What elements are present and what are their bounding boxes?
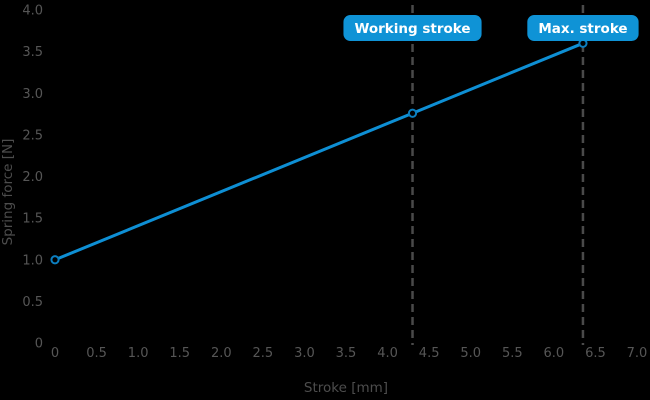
y-tick-label-0: 0	[35, 337, 43, 352]
x-axis-label: Stroke [mm]	[304, 380, 388, 396]
y-tick-label-1-5: 1.5	[22, 212, 43, 227]
x-tick-label-2-5: 2.5	[253, 346, 274, 361]
max-stroke-badge-box	[527, 15, 639, 41]
x-tick-label-7-0: 7.0	[627, 346, 648, 361]
spring-force-marker-0	[50, 255, 60, 265]
x-tick-label-3-5: 3.5	[336, 346, 357, 361]
x-tick-label-0: 0	[51, 346, 59, 361]
y-tick-label-0-5: 0.5	[22, 295, 43, 310]
working-stroke-badge: Working stroke	[343, 15, 482, 41]
y-axis-label: Spring force [N]	[0, 139, 16, 246]
working-stroke-badge-box	[343, 15, 482, 41]
y-tick-label-3-0: 3.0	[22, 87, 43, 102]
x-tick-label-4-5: 4.5	[419, 346, 440, 361]
x-axis-tick-labels: 0 0.5 1.0 1.5 2.0 2.5 3.0 3.5 4.0 4.5 5.0 5.5 6.0 6.5…	[51, 346, 647, 361]
x-tick-label-5-0: 5.0	[460, 346, 481, 361]
y-tick-label-2-5: 2.5	[22, 128, 43, 143]
x-tick-label-6-0: 6.0	[544, 346, 565, 361]
x-tick-label-3-0: 3.0	[294, 346, 315, 361]
max-stroke-badge: Max. stroke	[527, 15, 639, 41]
y-tick-label-2-0: 2.0	[22, 170, 43, 185]
chart-series	[50, 38, 588, 265]
working-stroke-badge-label: Working stroke	[354, 21, 470, 37]
x-tick-label-0-5: 0.5	[86, 346, 107, 361]
x-tick-label-4-0: 4.0	[377, 346, 398, 361]
spring-force-marker-1	[407, 108, 418, 118]
annotation-badges: Working stroke Max. stroke	[343, 15, 639, 41]
annotation-vlines	[411, 5, 585, 345]
max-stroke-badge-label: Max. stroke	[538, 21, 627, 37]
y-tick-label-1-0: 1.0	[22, 253, 43, 268]
x-tick-label-1-5: 1.5	[169, 346, 190, 361]
y-axis-tick-labels: 0 0.5 1.0 1.5 2.0 2.5 3.0 3.5 4.0	[22, 4, 43, 352]
spring-force-line	[54, 41, 584, 262]
y-tick-label-3-5: 3.5	[22, 45, 43, 60]
y-tick-label-4-0: 4.0	[22, 4, 43, 19]
x-tick-label-2-0: 2.0	[211, 346, 232, 361]
x-tick-label-6-5: 6.5	[585, 346, 606, 361]
x-tick-label-1-0: 1.0	[128, 346, 149, 361]
x-tick-label-5-5: 5.5	[502, 346, 523, 361]
